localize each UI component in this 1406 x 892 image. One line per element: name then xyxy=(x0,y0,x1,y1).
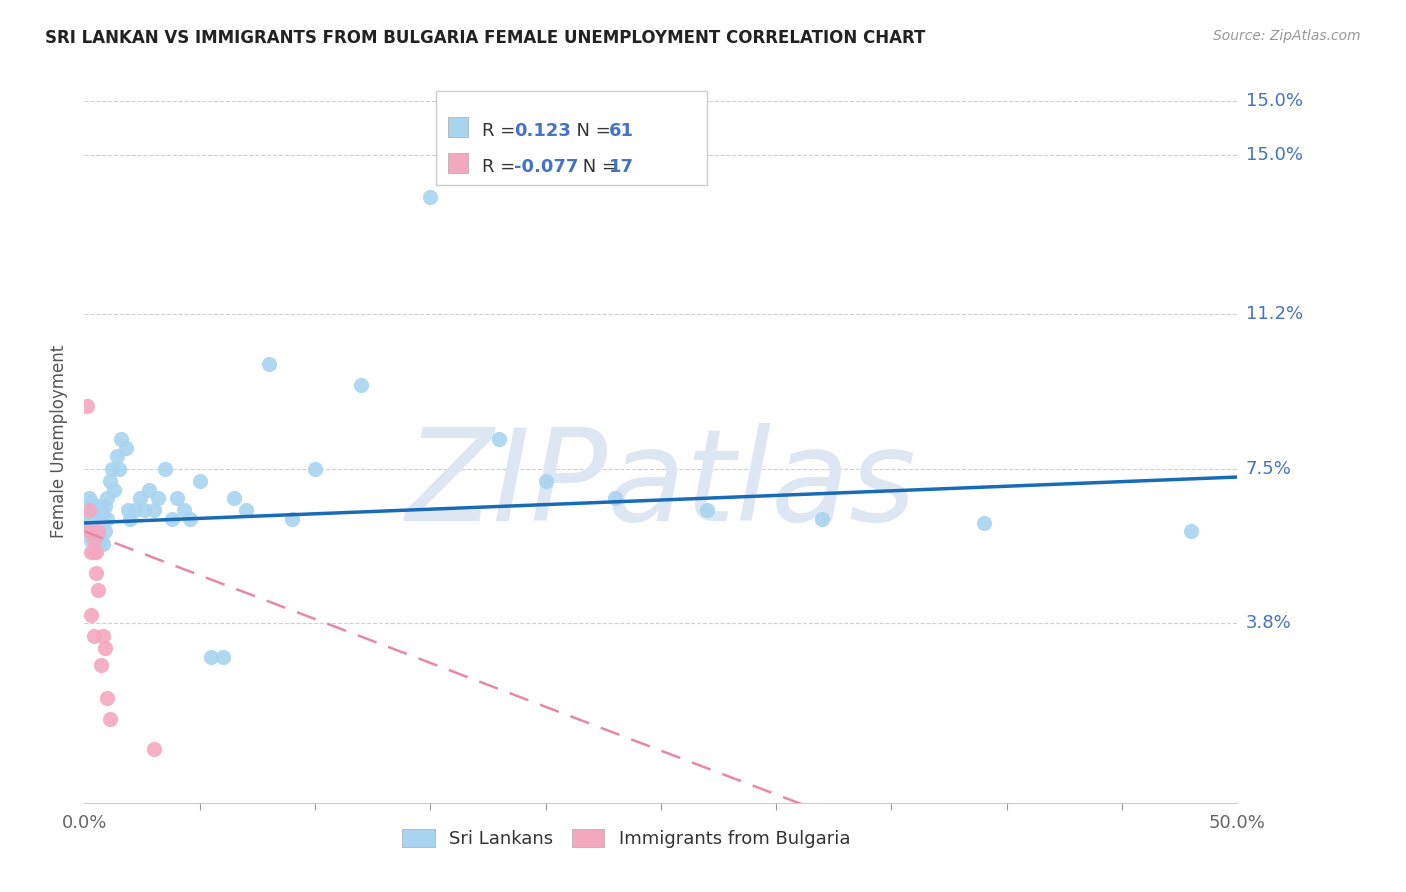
Point xyxy=(134,503,156,517)
Point xyxy=(101,461,124,475)
Point xyxy=(84,508,107,522)
Text: ZIPatlas: ZIPatlas xyxy=(405,423,917,547)
Point xyxy=(77,524,100,539)
Text: 7.5%: 7.5% xyxy=(1246,459,1292,478)
Point xyxy=(98,712,121,726)
Point xyxy=(91,629,114,643)
Point xyxy=(120,512,142,526)
Point xyxy=(224,491,246,505)
Point xyxy=(80,533,103,547)
Text: 15.0%: 15.0% xyxy=(1246,146,1302,164)
Point xyxy=(94,524,117,539)
Point xyxy=(77,524,100,539)
Point xyxy=(142,503,165,517)
Text: -0.077: -0.077 xyxy=(515,158,579,176)
Point xyxy=(146,491,169,505)
Point xyxy=(160,512,183,526)
Point xyxy=(87,500,110,514)
Point xyxy=(257,357,280,371)
Point xyxy=(80,495,103,509)
Text: R =: R = xyxy=(482,122,522,140)
Point xyxy=(84,545,107,559)
Point xyxy=(153,461,176,475)
Point xyxy=(124,503,146,517)
Point xyxy=(142,741,165,756)
Point xyxy=(110,433,132,447)
Point xyxy=(179,512,201,526)
Point xyxy=(87,528,110,542)
Point xyxy=(128,491,150,505)
Text: 61: 61 xyxy=(609,122,634,140)
Text: 3.8%: 3.8% xyxy=(1246,615,1291,632)
Point xyxy=(98,474,121,488)
Text: Source: ZipAtlas.com: Source: ZipAtlas.com xyxy=(1213,29,1361,43)
Point xyxy=(603,491,626,505)
FancyBboxPatch shape xyxy=(447,153,468,173)
Point xyxy=(94,500,117,514)
Point xyxy=(281,512,304,526)
Point xyxy=(80,607,103,622)
Point xyxy=(83,629,105,643)
Point xyxy=(200,649,222,664)
Point xyxy=(488,433,510,447)
Y-axis label: Female Unemployment: Female Unemployment xyxy=(49,345,67,538)
Point xyxy=(91,537,114,551)
Text: R =: R = xyxy=(482,158,522,176)
Point xyxy=(108,461,131,475)
Point xyxy=(115,441,138,455)
Text: N =: N = xyxy=(576,158,623,176)
Point xyxy=(105,449,128,463)
Point xyxy=(84,524,107,539)
Point xyxy=(350,378,373,392)
Point xyxy=(91,508,114,522)
Point xyxy=(96,691,118,706)
Point xyxy=(166,491,188,505)
Point xyxy=(103,483,125,497)
Text: 15.0%: 15.0% xyxy=(1246,92,1302,111)
Point xyxy=(235,503,257,517)
Text: N =: N = xyxy=(565,122,617,140)
Point xyxy=(83,533,105,547)
Point xyxy=(304,461,326,475)
Point xyxy=(1180,524,1202,539)
Point xyxy=(188,474,211,488)
Point xyxy=(77,503,100,517)
Point xyxy=(83,545,105,559)
Point xyxy=(87,582,110,597)
FancyBboxPatch shape xyxy=(436,91,707,185)
Point xyxy=(96,512,118,526)
Point xyxy=(696,503,718,517)
Point xyxy=(973,516,995,530)
Point xyxy=(138,483,160,497)
Point xyxy=(76,399,98,413)
Point xyxy=(94,641,117,656)
Text: 0.123: 0.123 xyxy=(515,122,571,140)
Point xyxy=(80,512,103,526)
Point xyxy=(173,503,195,517)
Point xyxy=(419,190,441,204)
Point xyxy=(811,512,834,526)
Point xyxy=(83,533,105,547)
Point xyxy=(77,503,100,517)
Point xyxy=(87,516,110,530)
Point xyxy=(211,649,233,664)
Point xyxy=(89,503,111,517)
Point xyxy=(84,537,107,551)
Point xyxy=(76,512,98,526)
Point xyxy=(77,491,100,505)
Point xyxy=(534,474,557,488)
Point xyxy=(117,503,139,517)
Point xyxy=(83,516,105,530)
Point xyxy=(89,533,111,547)
Legend: Sri Lankans, Immigrants from Bulgaria: Sri Lankans, Immigrants from Bulgaria xyxy=(395,822,858,855)
Point xyxy=(96,491,118,505)
FancyBboxPatch shape xyxy=(447,117,468,136)
Point xyxy=(87,524,110,539)
Point xyxy=(80,545,103,559)
Text: SRI LANKAN VS IMMIGRANTS FROM BULGARIA FEMALE UNEMPLOYMENT CORRELATION CHART: SRI LANKAN VS IMMIGRANTS FROM BULGARIA F… xyxy=(45,29,925,46)
Text: 17: 17 xyxy=(609,158,634,176)
Text: 11.2%: 11.2% xyxy=(1246,305,1303,323)
Point xyxy=(89,657,111,672)
Point xyxy=(84,566,107,580)
